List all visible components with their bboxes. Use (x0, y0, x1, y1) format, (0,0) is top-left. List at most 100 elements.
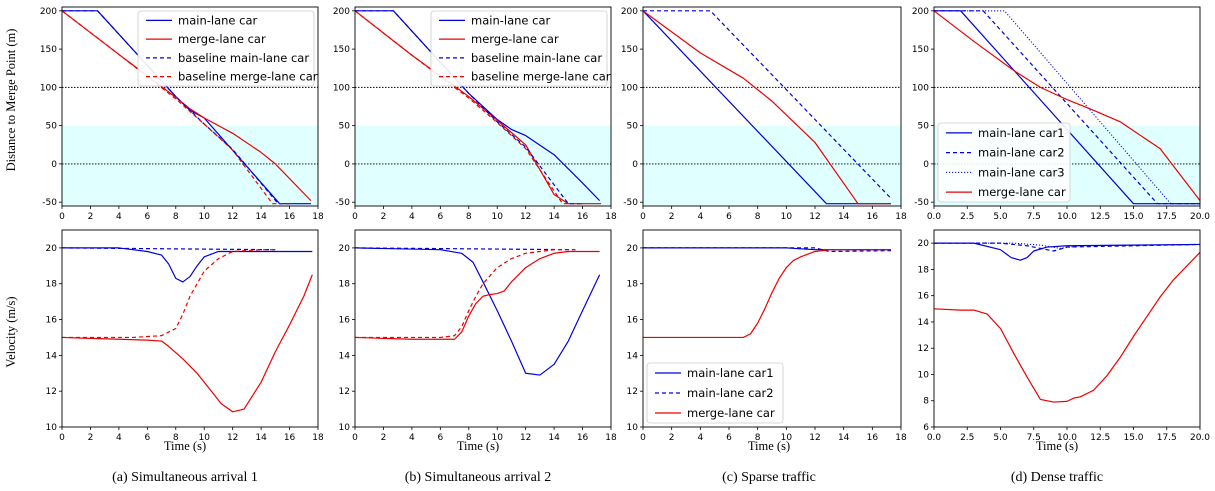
y-tick-label: 20 (46, 244, 58, 254)
legend: main-lane car merge-lane car baseline main… (430, 10, 611, 87)
y-tick-label: 16 (339, 316, 351, 326)
legend: main-lane car merge-lane car baseline main… (137, 10, 318, 87)
plot-frame (354, 229, 612, 428)
caption-b: (b) Simultaneous arrival 2 (405, 470, 552, 485)
y-tick-label: 50 (918, 122, 930, 132)
plot-frame (933, 229, 1201, 428)
x-tick-label: 18 (605, 433, 617, 443)
x-tick-label: 8 (755, 433, 761, 443)
x-tick-label: 10 (198, 433, 210, 443)
panel-7: 0.0 2.5 5.0 7.5 10.0 12.5 15.0 17.5 20.0 6 8 10 12 14… (918, 229, 1210, 443)
series-line (355, 10, 583, 205)
series-line (62, 247, 313, 283)
y-tick-label: 100 (40, 83, 57, 93)
legend: main-lane car1 main-lane car2 merge-lane c… (646, 362, 784, 424)
y-tick-label: 14 (339, 351, 351, 361)
legend-box (646, 362, 784, 424)
x-tick-label: 2 (669, 433, 675, 443)
x-tick-label: 2 (88, 433, 94, 443)
x-tick-label: 6 (726, 433, 732, 443)
x-tick-label: 2 (381, 212, 387, 222)
y-tick-label: 14 (627, 351, 639, 361)
y-tick-label: 200 (912, 7, 929, 17)
x-tick-label: 18 (312, 212, 324, 222)
legend-label: main-lane car (178, 13, 258, 27)
x-tick-label: 8 (173, 212, 179, 222)
x-tick-label: 10 (781, 433, 793, 443)
x-tick-label: 5.0 (993, 212, 1008, 222)
y-tick-label: 100 (912, 83, 929, 93)
y-tick-label: 18 (918, 265, 930, 275)
series-line (934, 242, 1201, 261)
y-tick-label: 50 (339, 122, 351, 132)
xlabel-d: Time (s) (1036, 439, 1078, 453)
x-tick-label: 18 (312, 433, 324, 443)
series-line (61, 247, 276, 251)
x-tick-label: 16 (577, 212, 589, 222)
x-tick-label: 10 (198, 212, 210, 222)
y-tick-label: 0 (344, 160, 350, 170)
x-tick-label: 10 (491, 212, 503, 222)
legend-label: baseline main-lane car (178, 51, 309, 65)
caption-a: (a) Simultaneous arrival 1 (112, 470, 258, 485)
caption-d: (d) Dense traffic (1011, 470, 1103, 485)
y-tick-label: 12 (46, 387, 57, 397)
series-line (934, 10, 1200, 205)
x-tick-label: 2.5 (960, 433, 974, 443)
y-tick-label: 100 (333, 83, 350, 93)
x-tick-label: 12 (809, 212, 820, 222)
x-tick-label: 14 (838, 433, 850, 443)
y-tick-label: 150 (333, 45, 350, 55)
x-tick-label: 0 (640, 433, 646, 443)
legend-label: merge-lane car (471, 32, 559, 46)
series-line (933, 10, 1201, 202)
x-tick-label: 20.0 (1190, 212, 1210, 222)
y-tick-label: 10 (627, 423, 639, 433)
y-tick-label: 150 (912, 45, 929, 55)
series-line (354, 247, 601, 376)
y-tick-label: 10 (918, 370, 930, 380)
x-tick-label: 8 (466, 433, 472, 443)
x-tick-label: 0.0 (927, 212, 942, 222)
x-tick-label: 14 (548, 433, 560, 443)
x-tick-label: 10 (491, 433, 503, 443)
panel-4: 0 2 4 6 8 10 12 14 16 18 10 12 14 16 18 20 (46, 229, 324, 443)
xlabel-c: Time (s) (748, 439, 790, 453)
x-tick-label: 4 (697, 433, 703, 443)
legend-label: main-lane car1 (687, 366, 774, 380)
x-tick-label: 8 (755, 212, 761, 222)
xlabel-b: Time (s) (457, 439, 499, 453)
x-tick-label: 10.0 (1057, 212, 1077, 222)
x-tick-label: 12.5 (1090, 433, 1110, 443)
y-tick-label: -50 (335, 198, 350, 208)
y-tick-label: 50 (46, 122, 58, 132)
series-line (643, 247, 891, 253)
x-tick-label: 8 (173, 433, 179, 443)
panel-6: 0 2 4 6 8 10 12 14 16 18 10 12 14 16 18 20 main-lane car… (627, 229, 907, 443)
x-tick-label: 16 (284, 433, 296, 443)
merge-zone-band (355, 125, 611, 206)
y-tick-label: 16 (627, 316, 639, 326)
x-tick-label: 20.0 (1190, 433, 1210, 443)
y-tick-label: -50 (623, 198, 638, 208)
x-tick-label: 12 (227, 212, 238, 222)
x-tick-label: 8 (466, 212, 472, 222)
legend-label: baseline main-lane car (471, 51, 602, 65)
x-tick-label: 10 (781, 212, 793, 222)
y-tick-label: 200 (621, 7, 638, 17)
caption-c: (c) Sparse traffic (722, 470, 816, 485)
y-tick-label: 150 (621, 45, 638, 55)
x-tick-label: 15.0 (1123, 433, 1143, 443)
x-tick-label: 0 (352, 212, 358, 222)
y-tick-label: 6 (923, 423, 929, 433)
y-tick-label: 8 (923, 397, 929, 407)
x-tick-label: 16 (867, 212, 879, 222)
series-line (354, 247, 576, 251)
y-tick-label: 16 (918, 292, 930, 302)
ylabel-velocity: Velocity (m/s) (4, 296, 18, 367)
y-tick-label: 20 (918, 239, 930, 249)
series-line (354, 10, 602, 205)
x-tick-label: 16 (284, 212, 296, 222)
